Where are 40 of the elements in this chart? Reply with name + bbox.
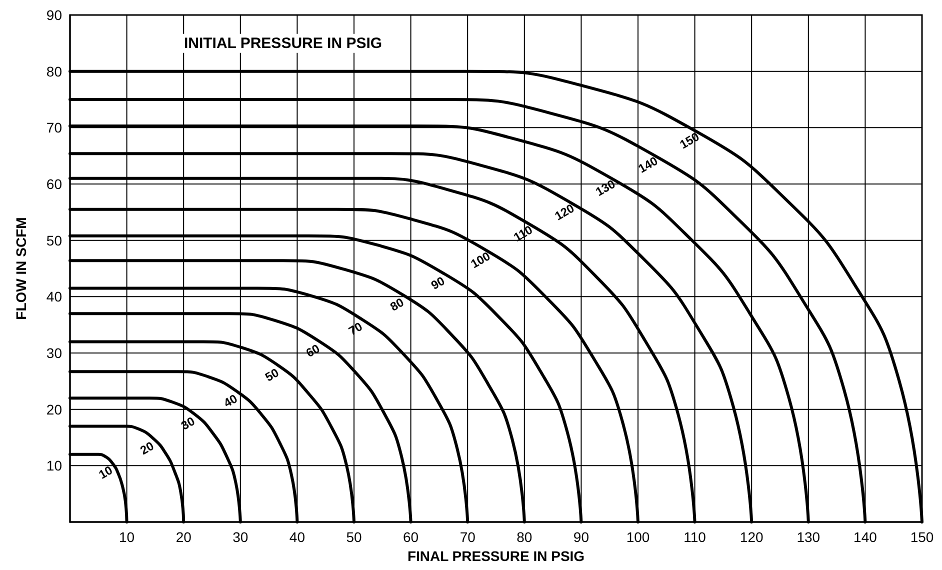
x-tick-label: 110 <box>684 529 706 545</box>
y-tick-label: 60 <box>46 176 62 192</box>
annotation: 30 <box>178 414 198 433</box>
y-tick-label: 40 <box>46 288 62 305</box>
y-tick-label: 10 <box>46 458 62 474</box>
annotation: 20 <box>138 438 157 458</box>
y-axis-title: FLOW IN SCFM <box>13 217 29 320</box>
annotation: 70 <box>346 319 366 338</box>
x-tick-label: 120 <box>740 529 764 545</box>
y-tick-label: 80 <box>46 63 62 80</box>
x-tick-label: 100 <box>626 529 650 545</box>
x-tick-label: 50 <box>346 529 362 545</box>
x-tick-label: 150 <box>910 529 934 545</box>
x-axis-title: FINAL PRESSURE IN PSIG <box>407 548 585 564</box>
annotation: INITIAL PRESSURE IN PSIG <box>184 34 382 52</box>
annotation: 40 <box>221 391 240 410</box>
y-tick-label: 30 <box>46 345 62 361</box>
y-tick-label: 70 <box>46 120 62 136</box>
x-tick-label: 70 <box>460 529 476 545</box>
x-tick-label: 90 <box>573 529 590 545</box>
x-tick-label: 80 <box>516 529 532 545</box>
annotation: 120 <box>552 200 577 224</box>
annotation: 110 <box>511 222 536 244</box>
annotation: 140 <box>636 154 660 176</box>
annotation: 10 <box>96 462 116 482</box>
annotation: 90 <box>428 274 448 293</box>
annotation: 50 <box>262 365 282 384</box>
x-tick-label: 40 <box>289 529 306 545</box>
x-tick-label: 130 <box>796 529 820 545</box>
x-tick-label: 10 <box>119 529 135 545</box>
annotation: 80 <box>388 294 407 314</box>
x-tick-label: 60 <box>403 529 419 545</box>
x-tick-label: 30 <box>232 529 248 545</box>
y-tick-label: 90 <box>46 7 62 23</box>
y-tick-label: 50 <box>46 232 62 248</box>
x-tick-label: 140 <box>854 529 878 545</box>
y-tick-label: 20 <box>46 401 62 418</box>
annotation: 100 <box>468 248 493 272</box>
x-tick-label: 20 <box>176 529 192 545</box>
annotation: 150 <box>677 129 702 152</box>
